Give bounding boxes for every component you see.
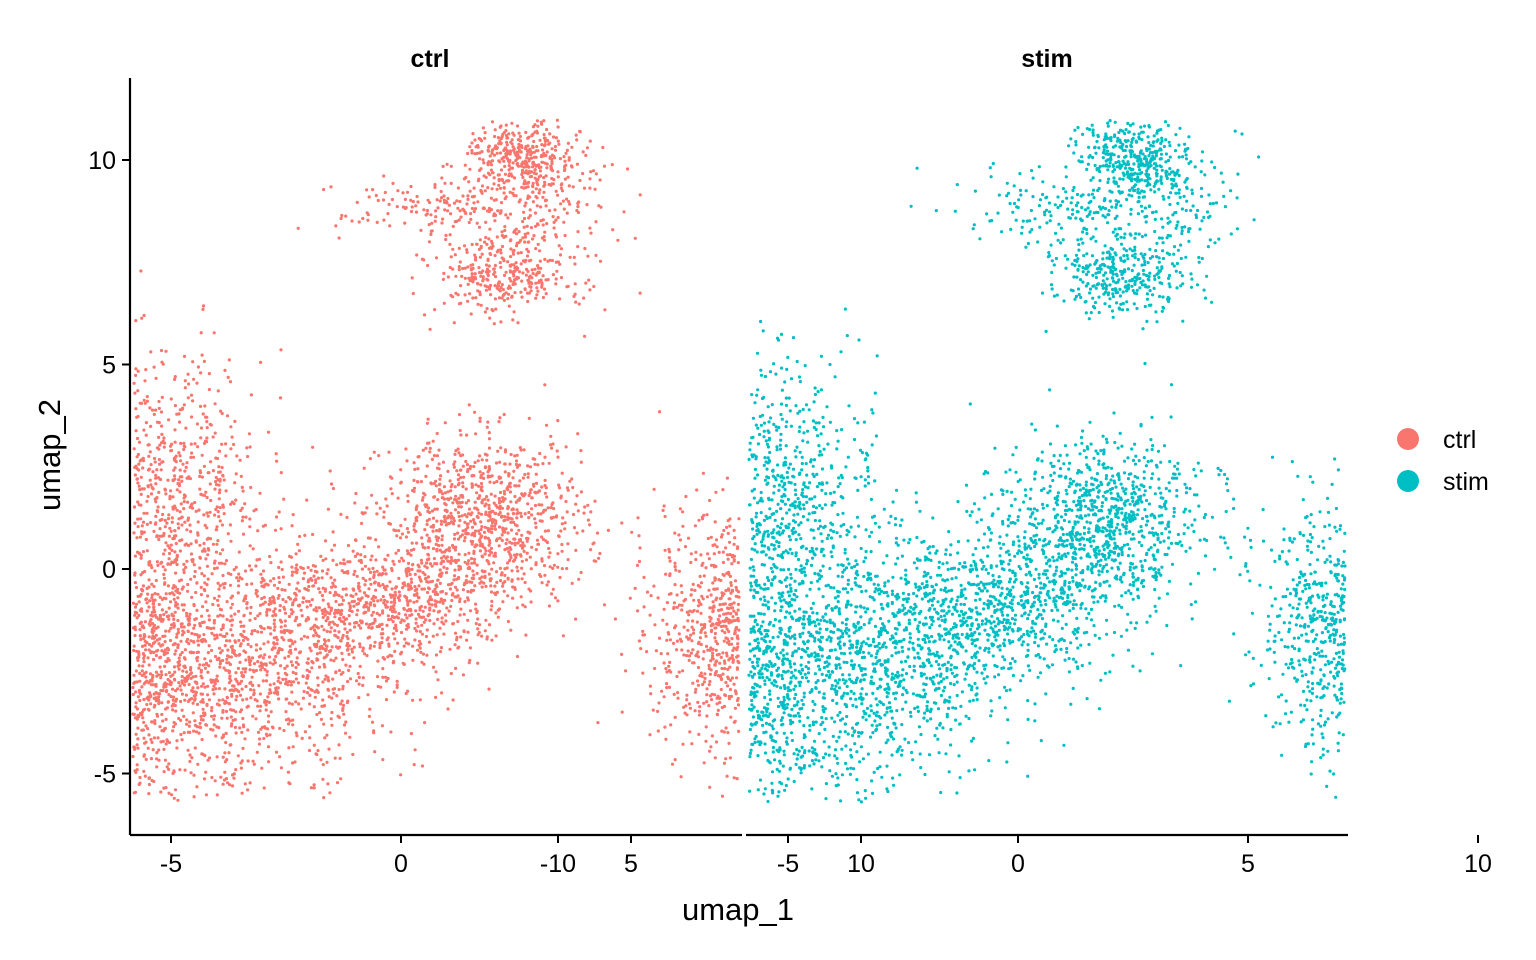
x-tick-label: 0 (1011, 850, 1025, 878)
x-tick-label: -5 (777, 850, 799, 878)
y-tick-label: 10 (88, 147, 116, 175)
x-tick-label: 0 (394, 850, 408, 878)
points-stim (747, 119, 1347, 804)
legend-label-ctrl: ctrl (1443, 426, 1476, 454)
legend: ctrl stim (1397, 426, 1489, 496)
y-tick-label: 0 (102, 556, 116, 584)
y-axis-title: umap_2 (32, 399, 67, 511)
facet-title-stim: stim (1021, 45, 1072, 73)
y-tick-label: -5 (94, 761, 116, 789)
x-tick-label: 5 (624, 850, 638, 878)
x-tick-label: 10 (847, 850, 875, 878)
x-tick-label: 10 (1464, 850, 1492, 878)
x-tick-label: 5 (1241, 850, 1255, 878)
legend-key-stim (1397, 470, 1419, 492)
panel-stim (747, 119, 1347, 804)
x-tick-label: -5 (160, 850, 182, 878)
x-axis-title: umap_1 (682, 892, 794, 927)
legend-label-stim: stim (1443, 468, 1489, 496)
y-tick-label: 5 (102, 352, 116, 380)
legend-key-ctrl (1397, 428, 1419, 450)
points-ctrl (131, 118, 741, 802)
panel-ctrl (131, 118, 741, 802)
facet-title-ctrl: ctrl (411, 45, 450, 73)
x-tick-label: -10 (540, 850, 576, 878)
